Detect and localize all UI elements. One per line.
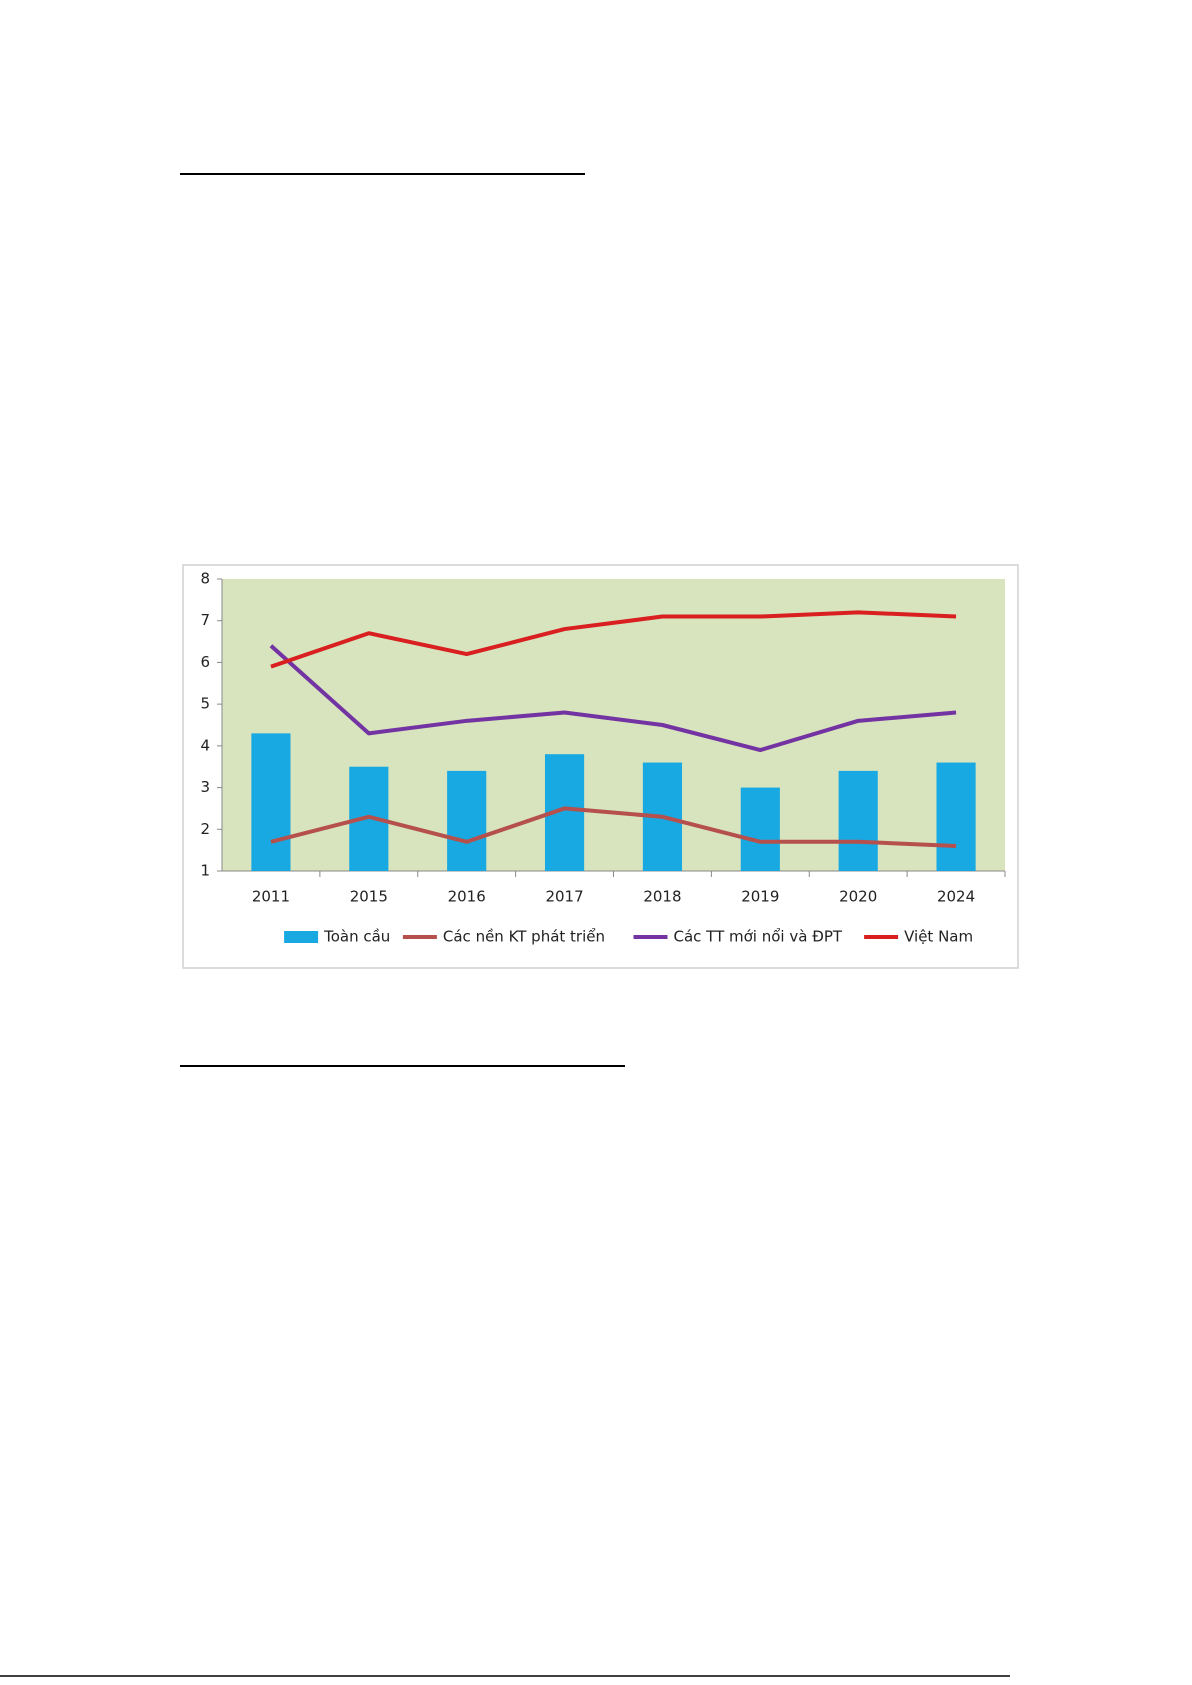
x-tick-label: 2016 [448,888,486,906]
legend-label: Việt Nam [904,928,973,946]
line-series [270,610,957,669]
y-tick-label: 5 [200,695,210,713]
y-tick-label: 8 [200,570,210,588]
legend-swatch [284,931,319,943]
line-series [270,806,957,848]
y-tick-label: 4 [200,736,210,754]
y-tick-label: 1 [200,862,210,880]
legend-label: Toàn cầu [323,928,390,946]
x-tick-label: 2024 [937,888,975,906]
line-series [269,644,957,753]
legend-label: Các TT mới nổi và ĐPT [674,928,843,946]
y-tick-label: 7 [200,611,210,629]
bar [838,770,878,871]
bar [936,762,976,871]
x-tick-label: 2019 [741,888,779,906]
legend-label: Các nền KT phát triển [443,928,605,946]
bar [740,787,780,871]
x-tick-label: 2020 [839,888,877,906]
x-tick-label: 2017 [545,888,583,906]
y-tick-label: 6 [200,653,210,671]
x-tick-label: 2015 [350,888,388,906]
bar [447,770,487,871]
chart: 1 2 3 4 5 6 7 8 2011 2015 2016 2017 2018 2019 2020 2024… [200,570,1006,946]
x-tick-label: 2011 [252,888,290,906]
y-tick-label: 3 [200,778,210,796]
y-tick-label: 2 [200,820,210,838]
x-tick-label: 2018 [643,888,681,906]
bar [251,733,291,871]
